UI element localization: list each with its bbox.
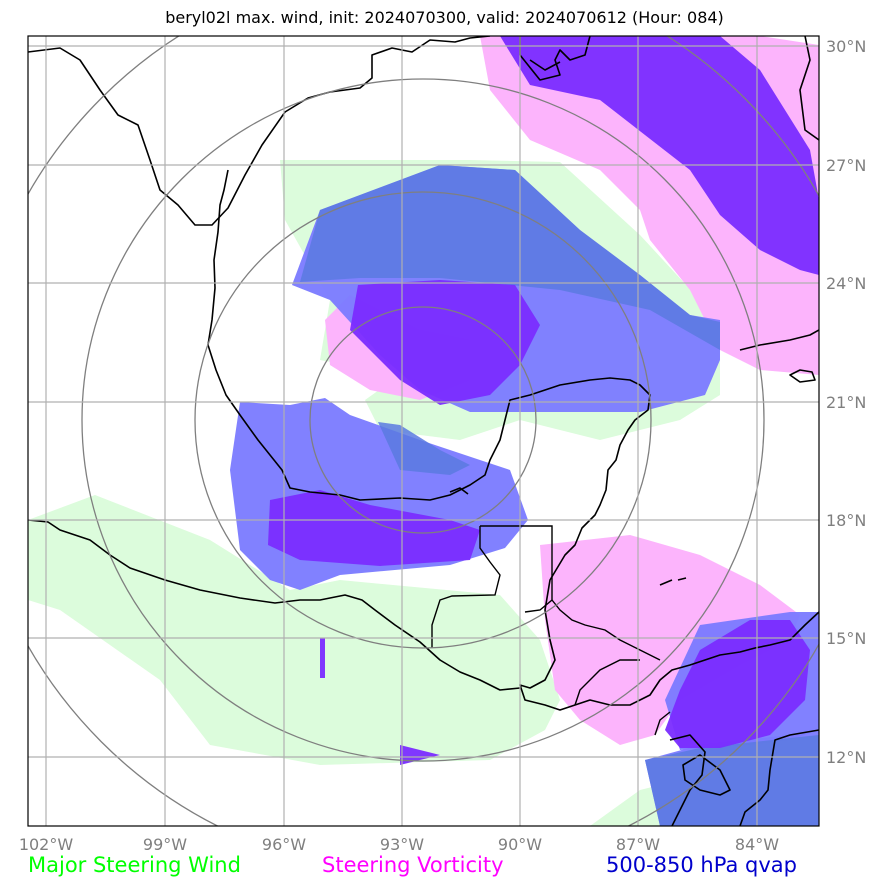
lat-tick-21n: 21°N [826,393,866,412]
lon-tick-99w: 99°W [143,835,187,854]
qvap-dark-fill [268,36,819,765]
lat-tick-27n: 27°N [826,156,866,175]
legend-steering-vorticity: Steering Vorticity [322,853,504,877]
lat-tick-labels: 30°N 27°N 24°N 21°N 18°N 15°N 12°N [826,37,866,767]
country-borders [431,525,671,736]
map-title: beryl02l max. wind, init: 2024070300, va… [165,8,724,27]
legend-steering-wind: Major Steering Wind [28,853,241,877]
lat-tick-30n: 30°N [826,37,866,56]
lon-tick-84w: 84°W [735,835,779,854]
lat-tick-18n: 18°N [826,511,866,530]
range-rings [28,36,819,826]
legend-qvap: 500-850 hPa qvap [606,853,797,877]
lon-tick-102w: 102°W [19,835,74,854]
lon-tick-labels: 102°W 99°W 96°W 93°W 90°W 87°W 84°W [19,835,779,854]
lon-tick-93w: 93°W [380,835,424,854]
coastlines [28,36,819,826]
graticule [28,36,819,826]
plot-frame [27,35,820,827]
qvap-medium-fill [300,165,819,826]
lon-tick-90w: 90°W [498,835,542,854]
lat-tick-24n: 24°N [826,274,866,293]
lon-tick-96w: 96°W [262,835,306,854]
lat-tick-15n: 15°N [826,629,866,648]
lon-tick-87w: 87°W [616,835,660,854]
lat-tick-12n: 12°N [826,748,866,767]
